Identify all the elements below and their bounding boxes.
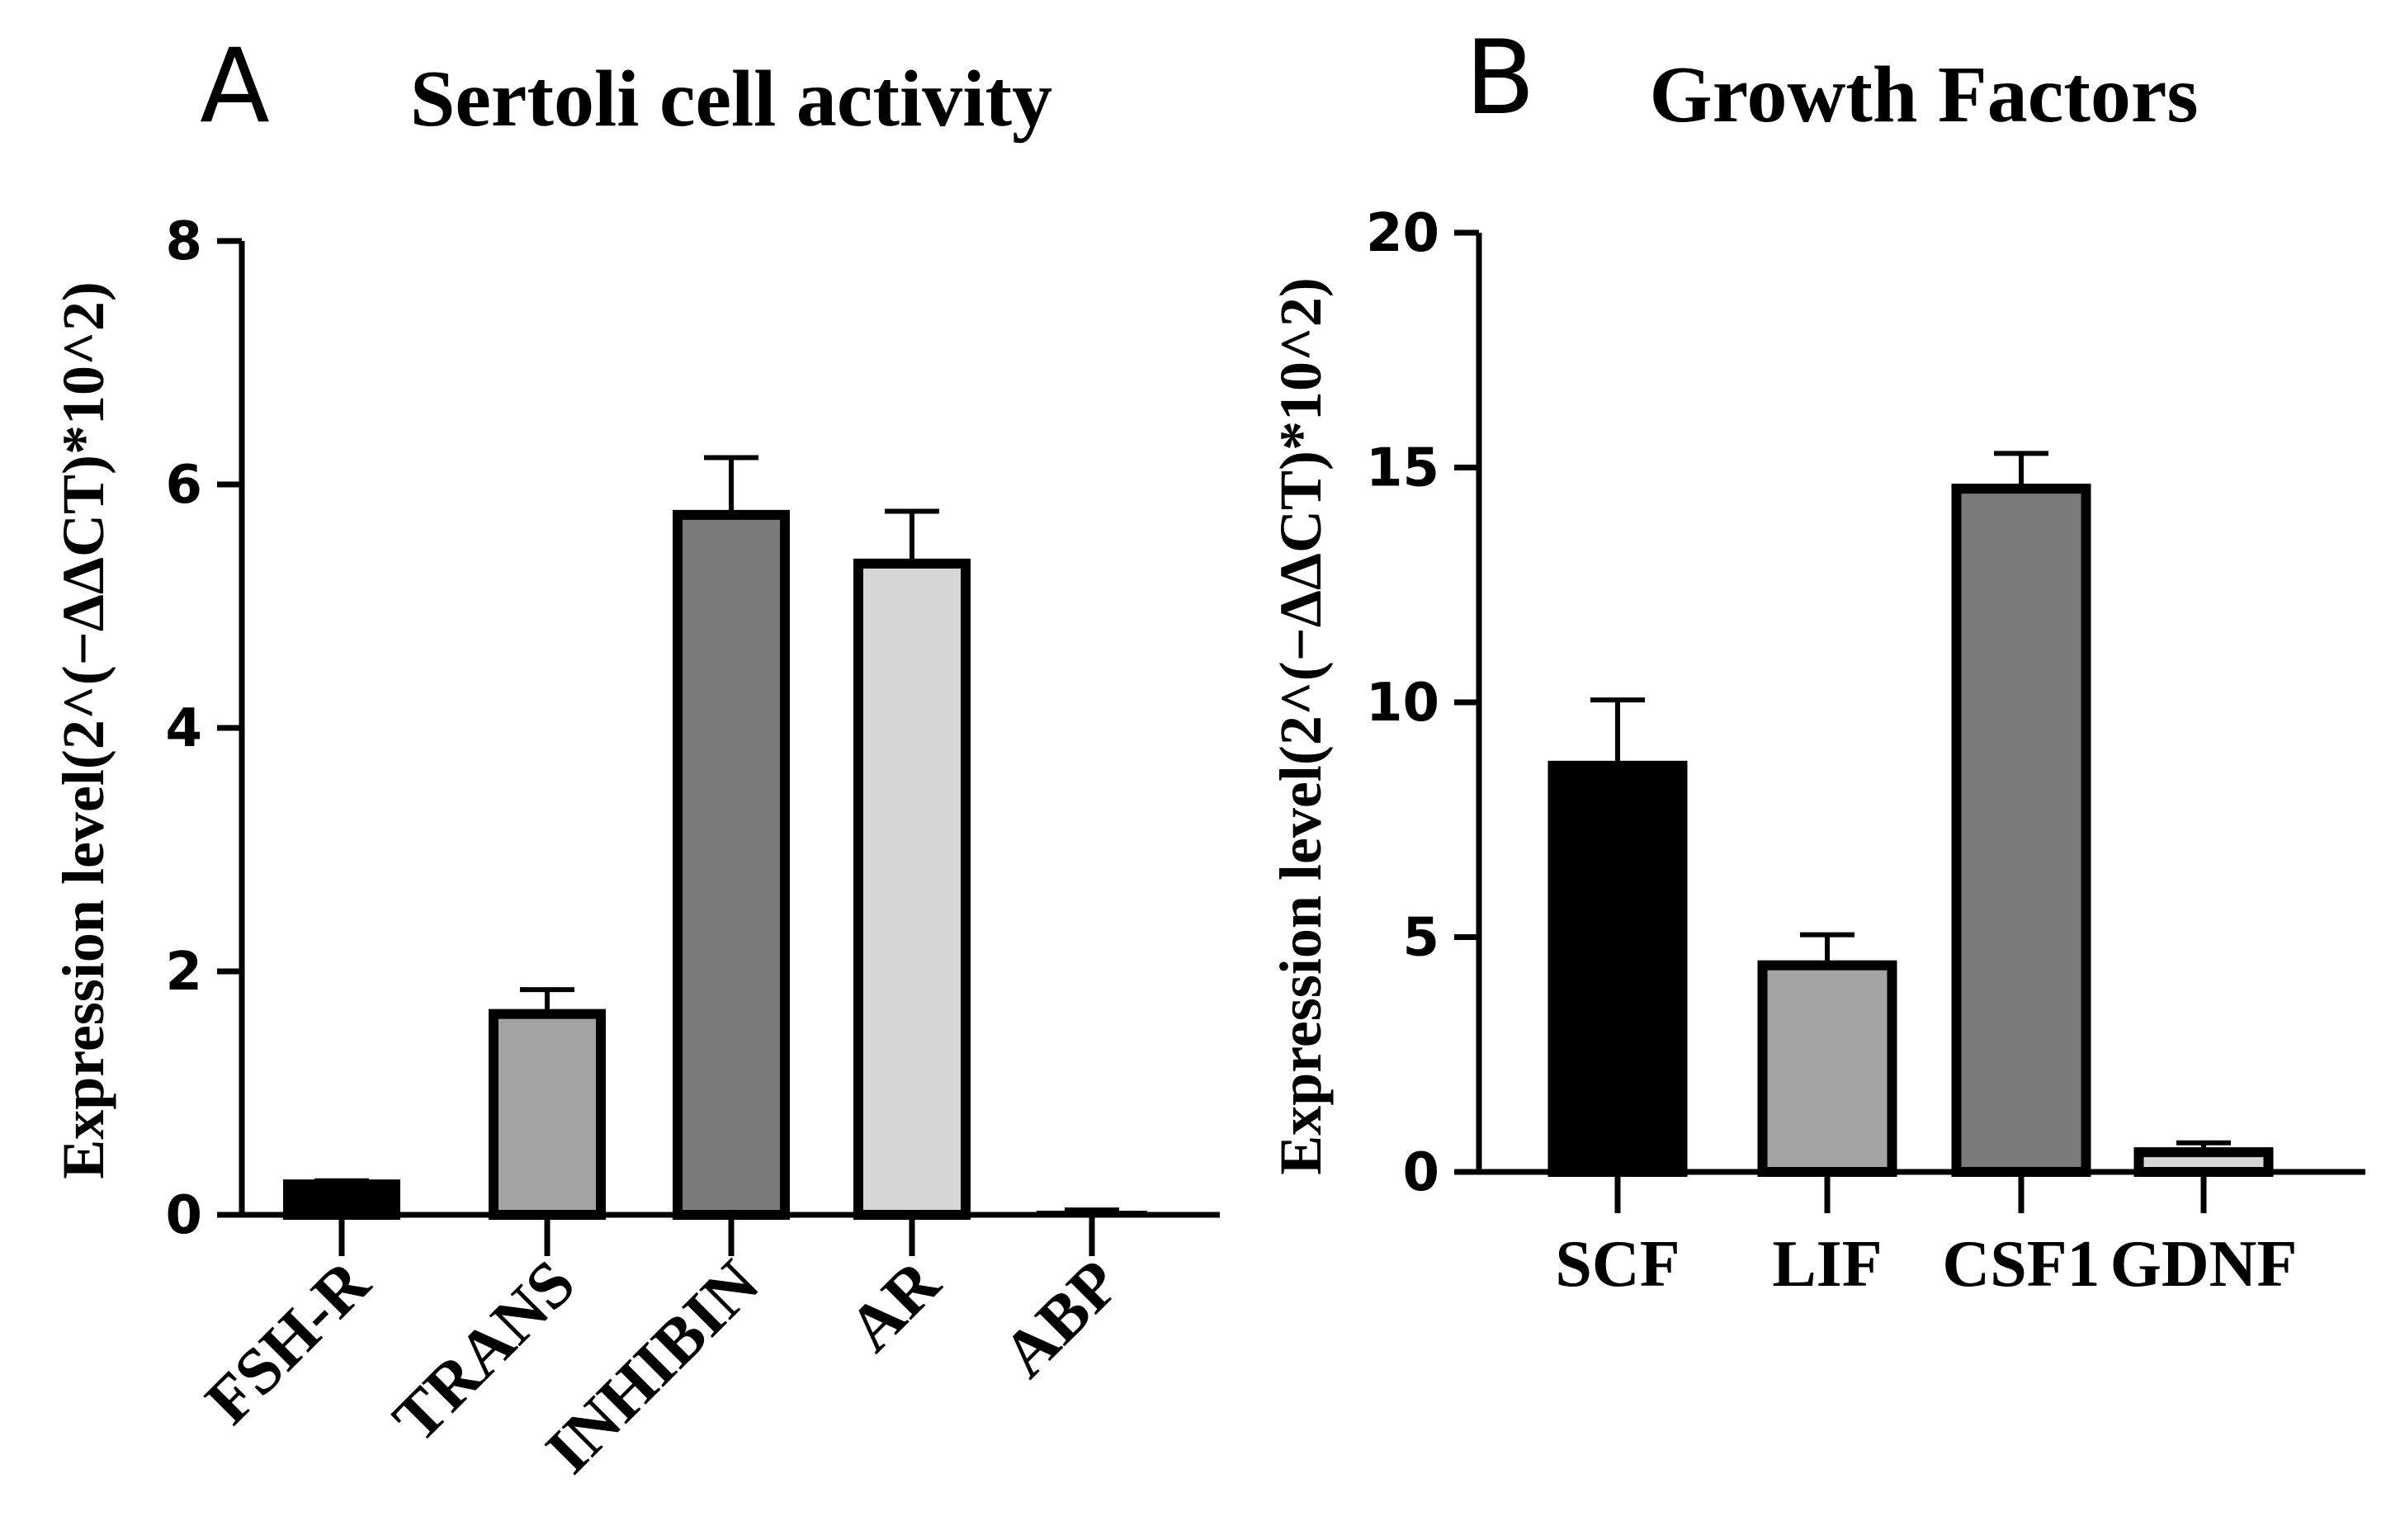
bar-trans — [489, 1009, 606, 1220]
bar-abp — [1037, 1211, 1147, 1217]
panel-b-bars — [1547, 451, 2274, 1213]
panel-b-y-tick-label: 15 — [1366, 438, 1439, 499]
x-label-gdnf: GDNF — [2110, 1228, 2298, 1301]
panel-b-y-tick-label: 5 — [1402, 908, 1439, 969]
panel-a-y-tick-label: 6 — [165, 455, 202, 516]
bar-scf — [1547, 760, 1688, 1177]
panel-a-bars — [283, 455, 1147, 1256]
panel-a-y-axis-label: Expression level(2^(−ΔΔCT)*10^2) — [50, 281, 116, 1179]
bar-fsh-r — [283, 1179, 400, 1220]
panel-a-letter: A — [200, 27, 270, 146]
bar-ar — [853, 558, 971, 1220]
x-label-fsh-r: FSH-R — [192, 1246, 385, 1438]
x-label-ar: AR — [835, 1246, 955, 1366]
bar-lif — [1757, 960, 1897, 1178]
panel-b: B Growth Factors Expression level(2^(−ΔΔ… — [1268, 19, 2365, 1301]
panel-a-y-tick-label: 2 — [165, 942, 202, 1003]
panel-b-y-axis-label: Expression level(2^(−ΔΔCT)*10^2) — [1268, 277, 1334, 1175]
panel-a-y-tick-label: 0 — [165, 1185, 202, 1246]
panel-b-title: Growth Factors — [1650, 50, 2199, 139]
panel-b-x-tick-labels: SCF LIF CSF1 GDNF — [1555, 1228, 2297, 1301]
bar-gdnf — [2133, 1147, 2274, 1178]
panel-b-y-ticks: 0 5 10 15 20 — [1366, 203, 1479, 1203]
panel-a-y-tick-label: 4 — [165, 698, 202, 759]
panel-b-letter: B — [1465, 19, 1535, 138]
bar-inhibin — [673, 509, 790, 1220]
panel-a-y-tick-label: 8 — [165, 211, 202, 272]
panel-b-y-tick-label: 10 — [1366, 673, 1439, 734]
panel-a-y-ticks: 0 2 4 6 8 — [165, 211, 242, 1246]
x-label-abp: ABP — [989, 1247, 1133, 1391]
panel-a: A Sertoli cell activity Expression level… — [50, 27, 1220, 1487]
bar-csf1 — [1951, 484, 2091, 1177]
panel-b-y-tick-label: 20 — [1366, 203, 1439, 264]
x-label-csf1: CSF1 — [1942, 1228, 2100, 1301]
x-label-lif: LIF — [1772, 1228, 1882, 1301]
panel-b-y-tick-label: 0 — [1402, 1142, 1439, 1203]
panel-a-title: Sertoli cell activity — [410, 54, 1052, 144]
x-label-scf: SCF — [1555, 1228, 1680, 1301]
